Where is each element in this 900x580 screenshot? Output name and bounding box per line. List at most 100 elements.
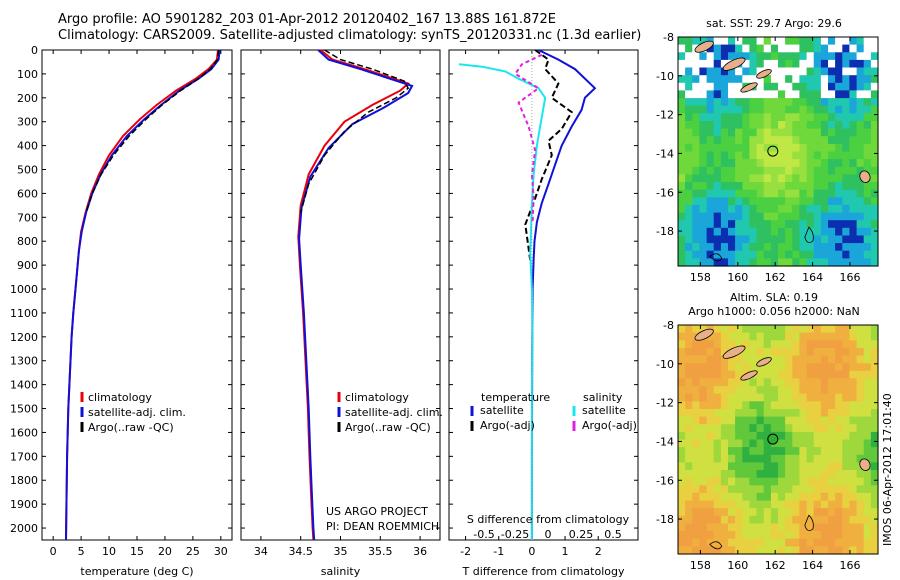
map-cell [678, 166, 686, 175]
map-cell [720, 500, 729, 509]
map-cell [770, 37, 779, 46]
map-cell [699, 136, 708, 145]
map-cell [842, 151, 850, 160]
map-cell [685, 98, 693, 107]
map-cell [699, 82, 708, 91]
map-cell [863, 90, 872, 99]
map-cell [735, 82, 743, 91]
map-cell [856, 212, 865, 221]
map-cell [706, 386, 715, 395]
map-cell [835, 340, 843, 349]
map-cell [699, 508, 708, 517]
map-cell [806, 136, 815, 145]
map-cell [835, 212, 843, 221]
map-cell [849, 347, 858, 357]
map-cell [699, 212, 708, 221]
map-cell [799, 90, 808, 99]
map-cell [778, 340, 786, 349]
map-cell [863, 204, 872, 214]
map-cell [778, 386, 786, 395]
island-shape [859, 170, 871, 183]
map-cell [806, 258, 815, 267]
map-cell [756, 166, 765, 175]
map-cell [728, 159, 736, 168]
map-cell [849, 227, 858, 236]
map-cell [813, 121, 822, 130]
map-cell [842, 121, 850, 130]
map-cell [792, 82, 800, 91]
map-cell [828, 332, 836, 341]
map-cell [785, 67, 793, 76]
map-cell [728, 67, 736, 76]
map-cell [785, 508, 793, 517]
map-cell [756, 90, 765, 99]
map-cell [806, 67, 815, 76]
map-cell [849, 538, 858, 547]
map-cell [849, 212, 858, 221]
map-cell [713, 531, 722, 540]
map-cell [706, 538, 715, 547]
map-cell [770, 370, 779, 379]
map-cell [870, 439, 879, 448]
map-cell [756, 378, 765, 387]
map-cell [749, 59, 758, 69]
map-cell [828, 90, 836, 99]
map-cell [742, 67, 750, 76]
map-cell [685, 243, 693, 252]
map-cell [820, 393, 829, 402]
map-cell [806, 508, 815, 517]
map-cell [820, 220, 829, 229]
y-tick-label: 1000 [10, 283, 38, 296]
map-cell [685, 121, 693, 130]
map-cell [792, 431, 800, 441]
map-cell [820, 370, 829, 379]
map-cell [806, 477, 815, 486]
map-cell [720, 52, 729, 61]
map-cell [692, 227, 700, 236]
map-cell [713, 447, 722, 456]
map-cell [749, 75, 758, 84]
legend-label: Argo(..raw -QC) [88, 421, 174, 434]
map-cell [713, 197, 722, 206]
reef-contour [804, 226, 814, 243]
map-cell [835, 454, 843, 463]
map-cell [756, 59, 765, 69]
timestamp-text: IMOS 06-Apr-2012 17:01:40 [881, 393, 894, 546]
map-cell [742, 462, 750, 471]
map-cell [685, 347, 693, 357]
map-cell [799, 508, 808, 517]
x-tick-label: 15 [130, 545, 144, 558]
map-cell [756, 485, 765, 494]
map-cell [706, 67, 715, 76]
map-cell [699, 182, 708, 191]
map-cell [820, 136, 829, 145]
map-cell [763, 121, 772, 130]
map-cell [792, 363, 800, 372]
map-cell [835, 67, 843, 76]
map-cell [735, 182, 743, 191]
map-cell [728, 204, 736, 214]
map-cell [713, 508, 722, 517]
map-cell [685, 258, 693, 267]
map-cell [792, 98, 800, 107]
map-cell [828, 485, 836, 494]
map-cell [706, 332, 715, 341]
map-cell [756, 197, 765, 206]
map-cell [756, 212, 765, 221]
map-cell [842, 128, 850, 137]
map-cell [720, 454, 729, 463]
map-cell [706, 439, 715, 448]
map-cell [778, 500, 786, 509]
map-cell [785, 531, 793, 540]
map-cell [820, 477, 829, 486]
map-cell [792, 159, 800, 168]
legend-label: satellite-adj. clim. [345, 406, 443, 419]
map-cell [863, 143, 872, 153]
map-cell [870, 401, 879, 410]
map-cell [842, 401, 850, 410]
map-cell [799, 235, 808, 244]
map-cell [692, 151, 700, 160]
map-cell [856, 447, 865, 456]
map-cell [785, 174, 793, 183]
map-cell [735, 393, 743, 402]
